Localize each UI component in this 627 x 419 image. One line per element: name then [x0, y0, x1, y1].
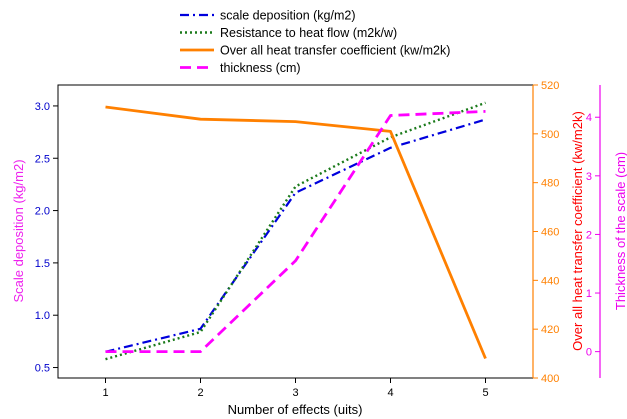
left-tick-label: 1.0	[35, 310, 50, 322]
legend-label: Resistance to heat flow (m2k/w)	[220, 26, 397, 40]
left-tick-label: 0.5	[35, 363, 50, 375]
right1-tick-label: 420	[541, 324, 559, 336]
x-tick-label: 4	[387, 387, 393, 399]
right-axis-thickness: 0 1 2 3 4	[586, 85, 601, 378]
right-axis-heat-transfer: 400 420 440 460 480 500 520	[532, 80, 559, 385]
x-tick-label: 3	[292, 387, 298, 399]
x-axis: 1 2 3 4 5	[102, 378, 489, 399]
plot-area	[105, 101, 487, 361]
right1-tick-label: 440	[541, 275, 559, 287]
left-tick-label: 3.0	[35, 101, 50, 113]
x-tick-label: 2	[197, 387, 203, 399]
right2-tick-label: 1	[586, 288, 592, 300]
right2-tick-label: 4	[586, 112, 592, 124]
right1-tick-label: 500	[541, 129, 559, 141]
legend-label: scale deposition (kg/m2)	[220, 9, 355, 23]
plot-frame	[57, 84, 534, 379]
series-line-thickness-cm	[105, 110, 486, 354]
left-axis-title: Scale deposition (kg/m2)	[11, 159, 26, 302]
left-axis: 0.5 1.0 1.5 2.0 2.5 3.0	[35, 101, 58, 375]
series-line-resistance-to-heat-flow-m2k-w	[105, 101, 486, 361]
series-line-over-all-heat-transfer-coefficient-kw-m2k	[105, 105, 487, 360]
legend-label: Over all heat transfer coefficient (kw/m…	[220, 44, 450, 58]
right2-tick-label: 3	[586, 171, 592, 183]
right2-tick-label: 0	[586, 347, 592, 359]
left-tick-label: 2.5	[35, 153, 50, 165]
left-tick-label: 2.0	[35, 206, 50, 218]
legend: scale deposition (kg/m2) Resistance to he…	[180, 9, 450, 75]
right1-tick-label: 400	[541, 373, 559, 385]
left-tick-label: 1.5	[35, 258, 50, 270]
x-tick-label: 1	[102, 387, 108, 399]
right-axis-heat-transfer-title: Over all heat transfer coefficient (kw/m…	[570, 111, 585, 351]
right1-tick-label: 520	[541, 80, 559, 92]
right-axis-thickness-title: Thickness of the scale (cm)	[613, 152, 627, 310]
legend-label: thickness (cm)	[220, 61, 301, 75]
x-axis-title: Number of effects (uits)	[228, 402, 363, 417]
x-tick-label: 5	[482, 387, 488, 399]
right2-tick-label: 2	[586, 229, 592, 241]
series-line-scale-deposition-kg-m2	[105, 118, 486, 353]
right1-tick-label: 460	[541, 227, 559, 239]
right1-tick-label: 480	[541, 178, 559, 190]
